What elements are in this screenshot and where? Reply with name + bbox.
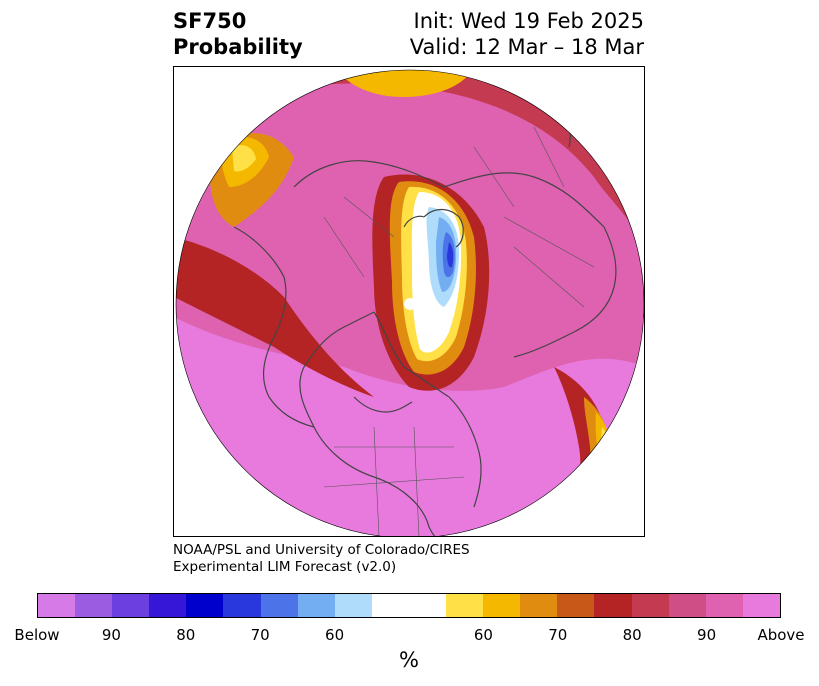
- colorbar-tick-label: 80: [622, 626, 642, 644]
- credit-line-1: NOAA/PSL and University of Colorado/CIRE…: [173, 542, 470, 558]
- colorbar-tick-label: 60: [473, 626, 493, 644]
- light-yellow-nw: [232, 145, 256, 172]
- political-borders: [323, 126, 595, 536]
- colorbar-segment: [112, 594, 150, 617]
- init-date: Init: Wed 19 Feb 2025: [413, 9, 644, 33]
- dark-red-band: [194, 72, 644, 267]
- colorbar-tick-label: 90: [101, 626, 121, 644]
- colorbar-segment: [38, 594, 76, 617]
- coastlines: [233, 96, 617, 536]
- red-band-west: [176, 237, 374, 397]
- colorbar-segment: [520, 594, 558, 617]
- colorbar-segment: [371, 594, 447, 617]
- colorbar-segment: [149, 594, 187, 617]
- colorbar-segment: [297, 594, 335, 617]
- colorbar-segment: [631, 594, 669, 617]
- colorbar-segment: [186, 594, 224, 617]
- colorbar-tick-label: 80: [176, 626, 196, 644]
- probability-map: [175, 69, 644, 536]
- colorbar-tick-label: 70: [250, 626, 270, 644]
- map-panel: [173, 66, 645, 537]
- colorbar-segment: [594, 594, 632, 617]
- colorbar-segment: [483, 594, 521, 617]
- colorbar: [37, 593, 781, 618]
- orange-top: [334, 70, 474, 97]
- colorbar-tick-label: Below: [14, 626, 60, 644]
- colorbar-tick-label: 70: [548, 626, 568, 644]
- colorbar-segment: [705, 594, 743, 617]
- dark-blue-core: [447, 242, 454, 268]
- colorbar-segment: [668, 594, 706, 617]
- colorbar-segment: [557, 594, 595, 617]
- colorbar-segment: [260, 594, 298, 617]
- map-title: SF750 Probability: [173, 8, 303, 60]
- valid-range: Valid: 12 Mar – 18 Mar: [409, 35, 644, 59]
- forecast-dates: Init: Wed 19 Feb 2025 Valid: 12 Mar – 18…: [410, 8, 644, 60]
- colorbar-segment: [223, 594, 261, 617]
- colorbar-unit-label: %: [399, 648, 419, 672]
- colorbar-tick-label: 60: [325, 626, 345, 644]
- pole-hole: [404, 298, 416, 310]
- colorbar-segment: [75, 594, 113, 617]
- title-quantity: Probability: [173, 35, 303, 59]
- colorbar-tick-label: 90: [697, 626, 717, 644]
- colorbar-segment: [446, 594, 484, 617]
- credits: NOAA/PSL and University of Colorado/CIRE…: [173, 542, 470, 576]
- credit-line-2: Experimental LIM Forecast (v2.0): [173, 559, 397, 575]
- title-variable: SF750: [173, 9, 247, 33]
- colorbar-segment: [742, 594, 780, 617]
- colorbar-segment: [334, 594, 372, 617]
- colorbar-tick-label: Above: [757, 626, 805, 644]
